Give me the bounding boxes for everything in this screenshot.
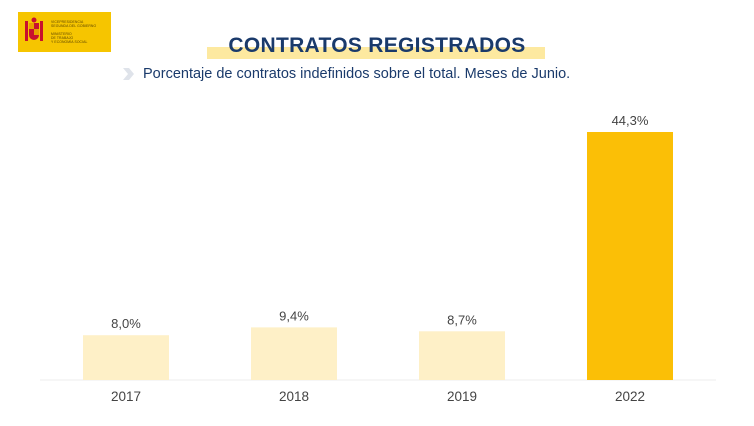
bar	[587, 132, 673, 380]
subtitle-row: Porcentaje de contratos indefinidos sobr…	[121, 64, 570, 84]
coat-of-arms-icon	[25, 17, 43, 41]
logo-line: de Trabajo	[51, 36, 74, 40]
chart-subtitle: Porcentaje de contratos indefinidos sobr…	[143, 66, 571, 82]
chevron-right-icon	[123, 68, 134, 80]
x-tick-label: 2017	[111, 389, 141, 404]
title-highlight	[207, 47, 545, 59]
x-tick-label: 2019	[447, 389, 477, 404]
data-label: 9,4%	[279, 308, 309, 323]
logo-line: y Economía Social	[51, 40, 88, 44]
data-label: 44,3%	[612, 113, 649, 128]
logo-line: Segunda del Gobierno	[51, 24, 97, 28]
logo-line: Vicepresidencia	[51, 20, 84, 24]
logo-line: Ministerio	[51, 32, 72, 36]
data-label: 8,0%	[111, 316, 141, 331]
government-logo: Vicepresidencia Segunda del Gobierno Min…	[18, 12, 111, 52]
bar	[251, 327, 337, 380]
bar	[83, 335, 169, 380]
data-label: 8,7%	[447, 312, 477, 327]
chart-title: CONTRATOS REGISTRADOS	[228, 34, 526, 57]
x-tick-label: 2018	[279, 389, 309, 404]
logo-text: Vicepresidencia Segunda del Gobierno Min…	[51, 20, 96, 44]
bar	[419, 331, 505, 380]
x-tick-label: 2022	[615, 389, 645, 404]
